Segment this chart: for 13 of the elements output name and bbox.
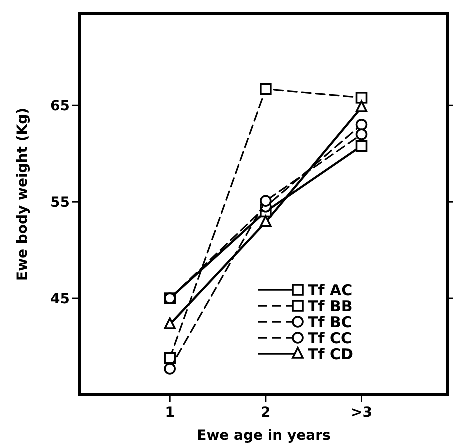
x-tick-label: >3 xyxy=(351,405,372,421)
x-tick-label: 2 xyxy=(261,405,271,421)
x-axis-title: Ewe age in years xyxy=(197,428,331,444)
y-tick-label: 65 xyxy=(50,98,70,115)
legend-label: Tf CD xyxy=(308,345,354,364)
x-tick-label: 1 xyxy=(165,405,175,421)
y-tick-label: 45 xyxy=(50,291,70,308)
legend-label: Tf AC xyxy=(308,281,353,300)
legend-label: Tf BB xyxy=(308,297,353,316)
y-axis-title: Ewe body weight (Kg) xyxy=(15,108,31,281)
legend-label: Tf CC xyxy=(308,329,352,348)
y-tick-label: 55 xyxy=(50,194,70,211)
legend-label: Tf BC xyxy=(308,313,352,332)
